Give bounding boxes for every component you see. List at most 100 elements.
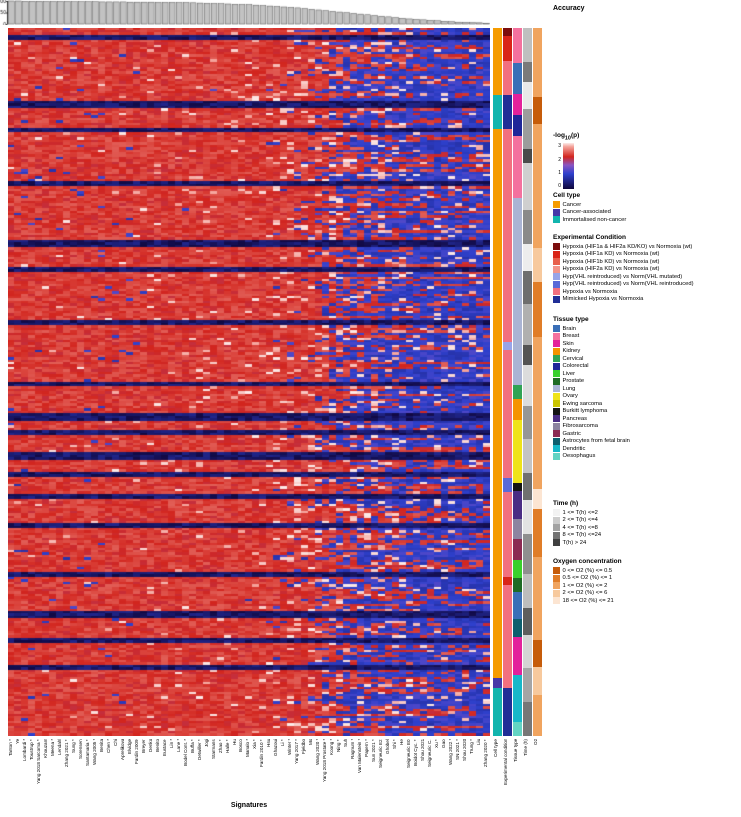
legend-swatch <box>553 370 560 378</box>
legend-item: Burkitt lymphoma <box>553 407 737 416</box>
strip-segment <box>513 490 522 519</box>
signature-label: Bodel Cont. * <box>182 739 188 767</box>
strip-segment <box>513 619 522 637</box>
signature-label: Shou 2020 <box>461 739 467 762</box>
accuracy-bar-chart <box>0 0 490 25</box>
o2-strip-label: O2 <box>533 739 538 746</box>
pvalue-legend-title: -log10(p) <box>553 132 580 142</box>
legend-swatch <box>553 531 560 539</box>
legend-swatch <box>553 265 560 273</box>
colorbar-tick: 0 <box>558 183 561 190</box>
legend-swatch <box>553 280 560 288</box>
accuracy-legend-title: Accuracy <box>553 5 585 12</box>
legend-item: Dendritic <box>553 445 737 453</box>
legend-label: Hyp(VHL reintroduced) vs Norm(VHL mutate… <box>562 273 683 280</box>
legend-item: Ovary <box>553 392 737 401</box>
strip-segment <box>533 124 542 248</box>
strip-segment <box>513 674 522 722</box>
signature-label: Halle * <box>224 739 230 753</box>
pvalue-legend: -log10(p) 3 2 1 0 <box>553 132 737 190</box>
legend-swatch <box>553 437 560 445</box>
legend-label: 0 <= O2 (%) <= 0.5 <box>562 567 613 574</box>
signature-label: Starmans <box>210 739 216 759</box>
legend-label: Cervical <box>562 355 584 362</box>
legend-swatch <box>553 589 560 597</box>
time-strip <box>523 28 532 736</box>
signature-column-labels: Tanton * Ye Lombardi * Toustrup * Yang 2018 … <box>8 739 490 797</box>
legend-label: Prostate <box>562 378 585 385</box>
strip-segment <box>503 129 512 342</box>
strip-segment <box>493 677 502 688</box>
signature-label: Denko <box>147 739 153 753</box>
legend-label: Cancer-associated <box>562 209 611 216</box>
colorbar-tick: 2 <box>558 156 561 163</box>
signature-label: Detwiller * <box>196 739 202 760</box>
strip-segment <box>503 576 512 586</box>
strip-segment <box>523 533 532 575</box>
legend-swatch <box>553 597 560 605</box>
legend-label: Astrocytes from fetal brain <box>562 438 630 445</box>
legend-swatch <box>553 340 560 348</box>
signature-label: Wang 2005 * <box>91 739 97 766</box>
signature-label: Shou 2021 <box>420 739 426 762</box>
legend-label: 2 <= T(h) <=4 <box>562 517 598 524</box>
legend-label: Ovary <box>562 393 578 400</box>
strip-segment <box>493 687 502 736</box>
legend-label: Hypoxia (HIF1a & HIF2a KD/KO) vs Normoxi… <box>562 243 693 250</box>
strip-segment <box>503 585 512 688</box>
signature-label: Gao <box>441 739 447 748</box>
legend-label: Oesophagus <box>562 453 596 460</box>
cell-type-strip-label: Cell type <box>493 739 498 757</box>
legend-swatch <box>553 452 560 460</box>
legend-label: 4 <= T(h) <=8 <box>562 524 598 531</box>
strip-segment <box>503 491 512 577</box>
signature-label: Lombardi * <box>21 739 27 762</box>
strip-segment <box>523 634 532 669</box>
strip-segment <box>523 149 532 163</box>
strip-segment <box>503 350 512 478</box>
legend-label: Skin <box>562 340 574 347</box>
strip-segment <box>523 405 532 440</box>
annotation-strips <box>493 28 542 736</box>
strip-segment <box>533 639 542 668</box>
legend-label: Ewing sarcoma <box>562 400 603 407</box>
legend-swatch <box>553 377 560 385</box>
oxygen-legend-title: Oxygen concentration <box>553 558 622 565</box>
strip-segment <box>523 439 532 473</box>
strip-segment <box>523 472 532 500</box>
legend-swatch <box>553 567 560 575</box>
strip-segment <box>513 518 522 540</box>
experimental-condition-legend-title: Experimental Condition <box>553 234 626 241</box>
strip-segment <box>523 243 532 271</box>
strip-segment <box>533 557 542 640</box>
legend-item: Cancer-associated <box>553 208 737 217</box>
legend-item: Brain <box>553 325 737 333</box>
strip-segment <box>513 399 522 421</box>
tissue-type-legend: Tissue type Brain Breast Skin Kidney Cervica… <box>553 316 737 460</box>
strip-segment <box>513 198 522 386</box>
time-legend: Time (h) 1 <= T(h) <=2 2 <= T(h) <=4 4 <= … <box>553 500 737 547</box>
signature-label: Benito <box>154 739 160 753</box>
strip-segment <box>513 577 522 592</box>
signature-label: Ye <box>14 739 20 745</box>
strip-segment <box>533 337 542 489</box>
strip-segment <box>513 135 522 199</box>
strip-segment <box>523 108 532 150</box>
strip-segment <box>513 28 522 63</box>
strip-segment <box>523 365 532 406</box>
signature-label: Benita <box>98 739 104 753</box>
legend-item: 1 <= O2 (%) <= 2 <box>553 582 737 590</box>
legend-swatch <box>553 524 560 532</box>
legend-swatch <box>553 385 560 393</box>
oxygen-legend: Oxygen concentration 0 <= O2 (%) <= 0.5 0… <box>553 558 737 605</box>
signature-label: Jogi <box>203 739 209 748</box>
legend-swatch <box>553 392 560 400</box>
experimental-condition-legend: Experimental Condition Hypoxia (HIF1a & … <box>553 234 737 303</box>
o2-strip <box>533 28 542 736</box>
strip-segment <box>503 341 512 351</box>
signature-label: Zhang 2020 * <box>482 739 488 767</box>
time-strip-label: Time (h) <box>523 739 528 756</box>
tissue-type-strip <box>513 28 522 736</box>
cell-type-legend: Cell type Cancer Cancer-associated Immorta… <box>553 192 737 224</box>
